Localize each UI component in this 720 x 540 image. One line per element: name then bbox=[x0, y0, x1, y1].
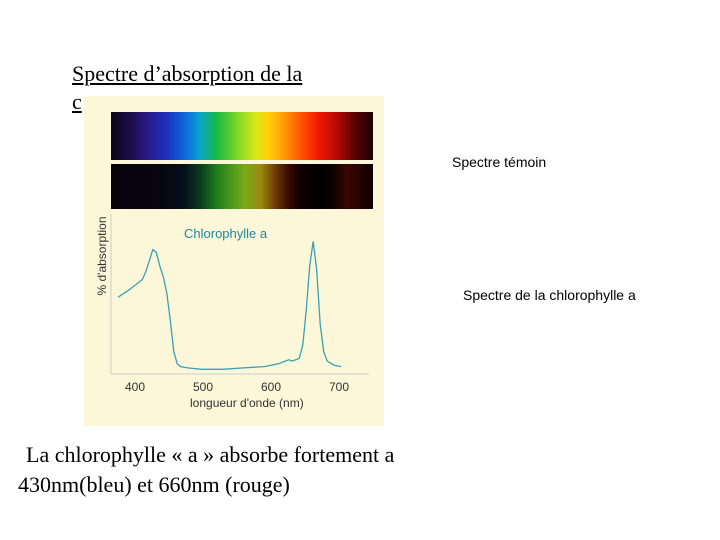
slide-title: Spectre d’absorption de la c bbox=[72, 60, 302, 116]
reference-spectrum-label: Spectre témoin bbox=[452, 154, 547, 170]
x-axis-label: longueur d'onde (nm) bbox=[190, 396, 304, 410]
chlorophyll-spectrum-label: Spectre de la chlorophylle a bbox=[463, 287, 636, 303]
x-tick-500: 500 bbox=[192, 380, 214, 394]
chlorophyll-a-curve bbox=[117, 241, 342, 370]
slide-title-line2: c bbox=[72, 89, 82, 114]
caption: La chlorophylle « a » absorbe fortement … bbox=[18, 440, 394, 500]
x-tick-700: 700 bbox=[328, 380, 350, 394]
x-tick-600: 600 bbox=[260, 380, 282, 394]
absorption-plot bbox=[110, 214, 369, 375]
caption-line2: 430nm(bleu) et 660nm (rouge) bbox=[18, 472, 290, 497]
caption-line1: La chlorophylle « a » absorbe fortement … bbox=[26, 442, 395, 467]
series-label: Chlorophylle a bbox=[184, 226, 268, 241]
chlorophyll-spectrum-band bbox=[111, 164, 373, 209]
reference-spectrum-band bbox=[111, 112, 373, 160]
slide-title-line1: Spectre d’absorption de la bbox=[72, 61, 303, 86]
y-axis-label: % d'absorption bbox=[95, 216, 109, 296]
x-tick-400: 400 bbox=[124, 380, 146, 394]
absorption-spectrum-figure: % d'absorption Chlorophylle a 400 500 60… bbox=[84, 96, 384, 426]
